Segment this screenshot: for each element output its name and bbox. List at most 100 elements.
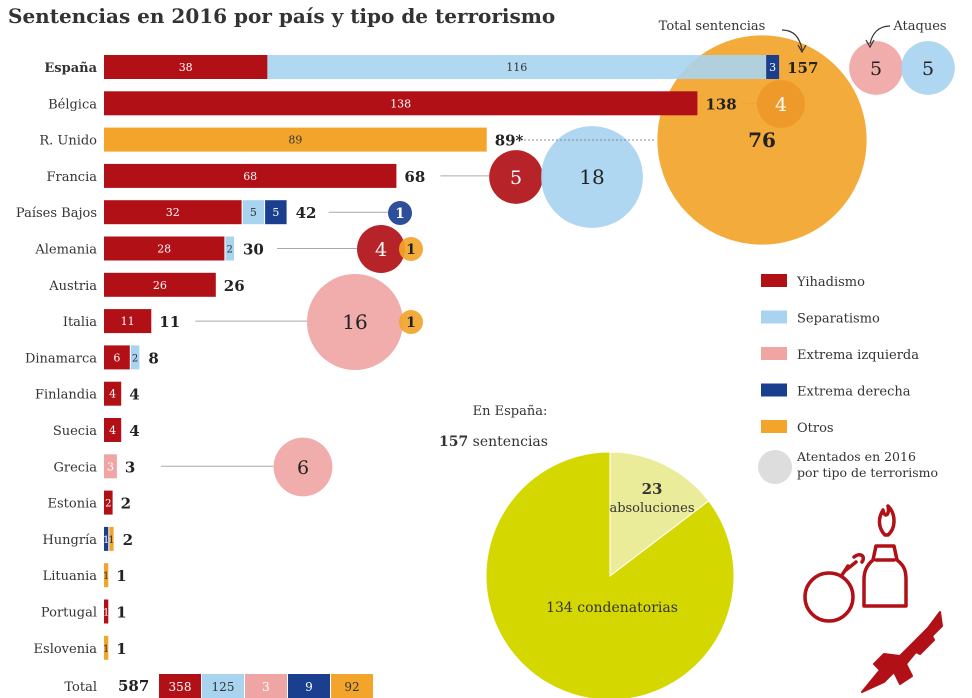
bar-value-label: 138 (390, 97, 411, 110)
attack-bubble (399, 310, 423, 334)
legend-swatch (761, 310, 787, 324)
country-label: Alemania (34, 243, 97, 258)
attack-bubble-label: 5 (922, 58, 934, 80)
legend-label: Extrema derecha (797, 385, 911, 400)
country-label: Hungría (42, 533, 97, 548)
bar-value-label: 2 (227, 245, 233, 256)
bomb-fuse-icon (840, 553, 866, 577)
country-label: Lituania (43, 569, 98, 584)
total-sentencias-annotation: Total sentencias (659, 19, 766, 34)
bar-segment (104, 345, 130, 370)
attack-bubble-label: 4 (775, 94, 787, 116)
bar-segment (104, 454, 117, 479)
bar-value-label: 26 (153, 279, 167, 292)
bar-value-label: 1 (108, 535, 114, 546)
country-total-label: 42 (296, 204, 317, 222)
country-total-label: 1 (116, 604, 126, 622)
attack-bubble-label: 18 (579, 165, 604, 189)
pie-slice (485, 451, 735, 698)
bar-value-label: 4 (109, 388, 116, 401)
country-label: Austria (48, 279, 97, 294)
pie-label-absoluciones-text: absoluciones (609, 501, 694, 516)
bar-value-label: 11 (121, 315, 135, 328)
flame-icon (877, 504, 896, 537)
legend-attack-swatch (758, 450, 792, 484)
attack-bubble-label: 1 (406, 242, 416, 258)
country-total-label: 2 (121, 495, 131, 513)
country-label: Italia (63, 315, 97, 330)
bar-value-label: 1 (103, 644, 109, 655)
annotation-arrow (869, 25, 891, 45)
country-total-label: 68 (404, 168, 425, 186)
bar-value-label: 116 (506, 61, 527, 74)
attack-bubble-label: 5 (870, 58, 882, 80)
bar-value-label: 5 (250, 206, 257, 219)
legend-label: Separatismo (797, 312, 880, 327)
country-total-label: 157 (787, 59, 818, 77)
bar-value-label: 32 (166, 206, 180, 219)
bar-segment (130, 345, 140, 370)
country-total-label: 89* (495, 132, 524, 150)
legend-swatch (761, 383, 787, 397)
bar-value-label: 2 (132, 353, 138, 364)
legend-attack-label: Atentados en 2016 (796, 449, 916, 464)
annotation-arrowhead (865, 39, 875, 49)
country-total-label: 4 (129, 386, 139, 404)
total-segment (245, 674, 287, 698)
country-label: Dinamarca (25, 351, 97, 366)
bar-segment (104, 127, 487, 152)
bar-segment (267, 55, 767, 79)
attack-bubble (399, 237, 423, 261)
attack-bubble-label: 1 (395, 206, 405, 222)
attack-bubble-label: 4 (375, 239, 387, 261)
total-segment (159, 674, 201, 698)
country-label: Grecia (54, 460, 98, 475)
bar-segment (242, 200, 265, 225)
molotov-icon (862, 544, 908, 608)
spain-heading: En España: (473, 404, 548, 419)
bar-segment (104, 272, 216, 297)
attack-bubble (489, 150, 543, 204)
bar-segment (104, 91, 698, 116)
attack-bubble (849, 41, 903, 95)
bar-segment (225, 236, 234, 261)
country-total-label: 138 (705, 95, 736, 113)
country-total-label: 26 (224, 277, 245, 295)
bar-value-label: 3 (107, 460, 114, 473)
spain-total-label: 157 sentencias (439, 434, 548, 450)
total-segment-label: 9 (305, 680, 313, 694)
total-segment-label: 3 (262, 680, 270, 694)
bar-segment (104, 635, 109, 660)
legend-attack-label: por tipo de terrorismo (797, 465, 938, 480)
country-total-label: 1 (116, 640, 126, 658)
country-total-label: 8 (148, 349, 158, 367)
bar-segment (104, 490, 113, 515)
total-segment (331, 674, 373, 698)
bar-segment (104, 236, 225, 261)
pie-label-absoluciones-number: 23 (642, 480, 663, 498)
attack-bubble-label: 6 (297, 457, 309, 479)
bomb-icon (803, 571, 855, 623)
total-segment (288, 674, 330, 698)
annotation-arrow (781, 29, 803, 51)
bar-segment (104, 563, 109, 588)
attack-bubble (357, 225, 405, 273)
country-total-label: 2 (123, 531, 133, 549)
legend-label: Otros (797, 421, 834, 436)
attack-bubble-label: 16 (342, 310, 367, 334)
bar-value-label: 6 (113, 351, 120, 364)
attack-bubble (541, 126, 643, 228)
country-total-label: 1 (116, 567, 126, 585)
country-label: Estonia (48, 497, 98, 512)
attack-bubble-label: 1 (406, 315, 416, 331)
country-total-label: 3 (125, 458, 135, 476)
legend-swatch (761, 420, 787, 433)
icons-group (803, 504, 943, 693)
country-label: España (44, 61, 97, 76)
country-label: R. Unido (39, 134, 97, 149)
bar-value-label: 2 (105, 499, 111, 510)
attack-bubble (657, 35, 867, 245)
bar-value-label: 28 (157, 243, 171, 256)
